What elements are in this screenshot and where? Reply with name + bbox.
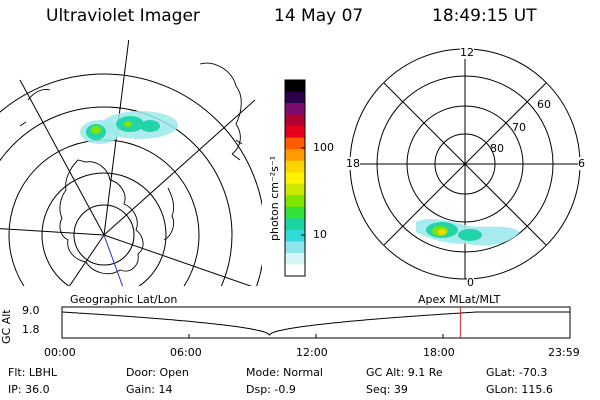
xtick-0000: 00:00 [44,346,76,359]
colorbar-segment [285,229,305,242]
aurora-emission [91,126,101,134]
time-label: 18:49:15 UT [432,6,537,26]
glon-info: GLon: 115.6 [486,383,553,396]
meridian [0,228,105,236]
gc-alt-info: GC Alt: 9.1 Re [366,366,443,379]
track-line [103,234,124,286]
polar-plot [349,48,581,280]
colorbar-segment [285,160,305,173]
mlt-line [383,82,547,246]
meridian [103,99,256,236]
xtick-0600: 06:00 [170,346,202,359]
lat-circle [0,73,262,286]
gain-info: Gain: 14 [126,383,173,396]
dsp-info: Dsp: -0.9 [246,383,296,396]
meridian [103,234,253,286]
polar-panel-label: Apex MLat/MLT [418,293,501,306]
date-label: 14 May 07 [274,6,364,26]
aurora-emission [140,120,160,132]
meridian [19,79,105,236]
altitude-ylabel: GC Alt [0,309,13,344]
colorbar-segment [285,252,305,265]
colorbar-segment [285,218,305,231]
lat-circle [8,139,200,286]
coastline [19,89,51,127]
colorbar-segment [285,195,305,208]
seq-info: Seq: 39 [366,383,408,396]
coastline [59,159,144,275]
lat-circle [41,172,167,286]
filter-info: Flt: LBHL [8,366,57,379]
colorbar-segment [285,137,305,150]
aurora-emission [124,121,132,127]
colorbar-segment [285,114,305,127]
colorbar-segment [285,241,305,254]
colorbar-segment [285,172,305,185]
mode-info: Mode: Normal [246,366,323,379]
meridian [68,234,105,286]
mlat-label-80: 80 [490,142,504,155]
colorbar-segment [285,103,305,116]
xtick-2359: 23:59 [548,346,580,359]
colorbar [284,79,306,277]
colorbar-segment [285,206,305,219]
colorbar-segment [285,126,305,139]
xtick-1800: 18:00 [423,346,455,359]
ip-info: IP: 36.0 [8,383,50,396]
coastline [163,187,175,241]
lat-circle [73,204,135,266]
colorbar-segment [285,183,305,196]
colorbar-tick-100: 100 [313,141,334,154]
colorbar-segment [285,91,305,104]
geo-panel-label: Geographic Lat/Lon [70,293,178,306]
mlt-label-6: 6 [578,157,585,170]
mlt-label-12: 12 [460,46,474,59]
altitude-plot [61,306,571,339]
mlat-label-70: 70 [512,121,526,134]
colorbar-unit-label: photon cm⁻²s⁻¹ [268,155,281,241]
aurora-emission [438,229,446,235]
coastline [199,62,243,161]
door-info: Door: Open [126,366,189,379]
mlt-label-0: 0 [467,276,474,289]
aurora-emission [458,229,482,241]
mlt-label-18: 18 [346,157,360,170]
altitude-ytick-min: 1.8 [22,323,40,336]
altitude-ytick-max: 9.0 [22,304,40,317]
colorbar-segment [285,80,305,93]
colorbar-segment [285,149,305,162]
geographic-map [0,40,262,286]
colorbar-segment [285,264,305,277]
mlat-label-60: 60 [537,98,551,111]
lat-circle [0,106,233,286]
altitude-curve [61,311,570,336]
instrument-title: Ultraviolet Imager [46,6,200,26]
glat-info: GLat: -70.3 [486,366,548,379]
colorbar-tick-10: 10 [313,228,327,241]
xtick-1200: 12:00 [296,346,328,359]
